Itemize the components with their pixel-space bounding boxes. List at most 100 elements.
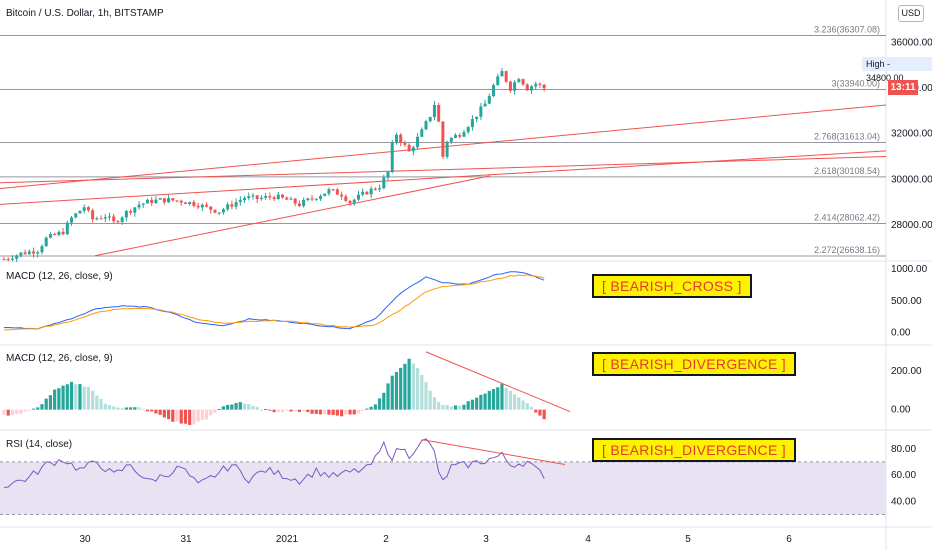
histogram-bar (314, 409, 318, 414)
time-tick-label: 4 (585, 534, 591, 545)
histogram-bar (441, 404, 445, 410)
macd-histogram (2, 358, 546, 426)
histogram-bar (411, 363, 415, 410)
histogram-bar (386, 383, 390, 410)
fib-level-label: 2.414(28062.42) (814, 213, 880, 223)
currency-button[interactable]: USD (898, 5, 924, 22)
histogram-bar (162, 409, 166, 418)
candle-body (390, 142, 394, 172)
trendline-lower (0, 150, 887, 205)
candle-body (297, 203, 301, 206)
rsi-tick-label: 60.00 (891, 470, 916, 481)
candle-body (521, 79, 525, 85)
candle-body (344, 196, 348, 201)
candle-body (432, 104, 436, 118)
candle-body (356, 194, 360, 200)
fib-level-label: 2.768(31613.04) (814, 132, 880, 142)
histogram-bar (517, 397, 521, 410)
histogram-bar (534, 409, 538, 413)
histogram-bar (424, 382, 428, 410)
candle-body (175, 200, 179, 202)
histogram-bar (251, 405, 255, 410)
histogram-bar (280, 409, 285, 413)
candle-body (200, 204, 204, 208)
candle-body (10, 258, 14, 260)
histogram-bar (310, 409, 314, 414)
histogram-bar (2, 409, 6, 415)
histogram-bar (285, 409, 289, 411)
candle-body (394, 134, 398, 143)
bearish-divergence-tag-rsi: [ BEARISH_DIVERGENCE ] (592, 438, 796, 462)
candle-body (310, 198, 314, 200)
histogram-bar (200, 409, 204, 420)
histogram-bar (458, 405, 462, 410)
rsi-tick-label: 80.00 (891, 444, 916, 455)
histogram-bar (133, 407, 137, 410)
candle-body (420, 129, 424, 137)
rsi-title: RSI (14, close) (6, 439, 72, 450)
histogram-bar (415, 367, 420, 410)
candle-body (373, 188, 377, 190)
candle-body (53, 234, 57, 236)
candle-body (154, 199, 158, 204)
candle-body (369, 188, 373, 195)
histogram-bar (432, 397, 437, 410)
histogram-bar (538, 409, 542, 416)
histogram-bar (204, 409, 209, 420)
candle-body (238, 200, 242, 203)
candle-body (234, 202, 238, 207)
candle-body (179, 200, 183, 203)
candle-body (525, 84, 529, 91)
histogram-bar (306, 409, 310, 413)
candle-body (331, 189, 335, 191)
histogram-bar (124, 407, 128, 410)
candle-body (327, 189, 331, 194)
candle-body (112, 216, 116, 222)
candle-body (86, 207, 90, 211)
histogram-bar (112, 406, 116, 410)
candle-body (475, 116, 479, 120)
candle-body (183, 202, 187, 205)
histogram-bar (289, 409, 293, 412)
histogram-bar (188, 409, 192, 426)
candle-body (247, 196, 251, 199)
candle-body (188, 201, 192, 205)
high-value: 34800.00 (866, 73, 904, 83)
candle-body (6, 259, 10, 261)
candle-body (458, 135, 462, 137)
histogram-bar (40, 404, 44, 410)
histogram-bar (487, 390, 491, 410)
histogram-bar (242, 403, 247, 410)
candle-body (302, 200, 306, 206)
histogram-bar (61, 385, 65, 410)
histogram-bar (369, 406, 373, 410)
fib-level-label: 3.236(36307.08) (814, 25, 880, 35)
histogram-bar (19, 409, 23, 414)
candle-body (226, 204, 230, 210)
histogram-bar (302, 409, 306, 412)
histogram-bar (323, 409, 327, 415)
histogram-bar (475, 397, 479, 410)
candle-body (534, 83, 538, 87)
histogram-bar (335, 409, 339, 416)
candle-body (91, 210, 95, 220)
histogram-bar (221, 406, 226, 410)
fib-level-label: 3(33940.00) (831, 78, 880, 88)
histogram-bar (297, 409, 301, 412)
histogram-bar (192, 409, 196, 425)
histogram-bar (344, 409, 348, 415)
time-tick-label: 5 (685, 534, 691, 545)
histogram-bar (234, 402, 238, 410)
histogram-bar (483, 393, 487, 410)
histogram-bar (272, 409, 276, 413)
candle-body (255, 195, 259, 200)
histogram-bar (116, 407, 120, 410)
candle-body (323, 193, 327, 197)
histogram-bar (57, 388, 61, 410)
candle-body (306, 198, 310, 201)
candle-body (78, 210, 82, 214)
candle-body (335, 189, 339, 195)
histogram-bar (179, 409, 183, 424)
